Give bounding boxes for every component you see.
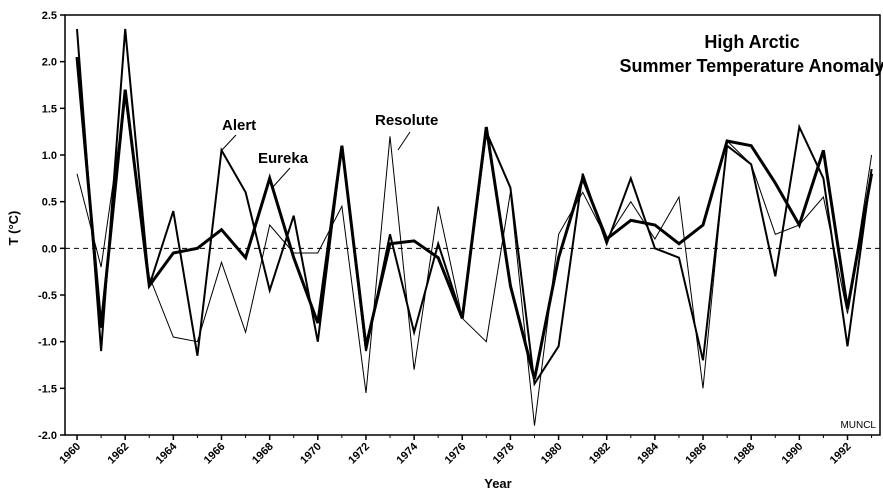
y-tick-label: 1.0 bbox=[42, 150, 57, 162]
x-tick-label: 1980 bbox=[539, 441, 565, 467]
y-tick-label: -1.5 bbox=[38, 383, 57, 395]
y-tick-label: -1.0 bbox=[38, 337, 57, 349]
x-tick-label: 1964 bbox=[154, 440, 180, 466]
chart-title: Summer Temperature Anomaly bbox=[619, 56, 883, 76]
y-axis-label: T (°C) bbox=[6, 211, 21, 246]
y-tick-label: 1.5 bbox=[42, 103, 57, 115]
label-pointer bbox=[271, 167, 291, 189]
x-tick-label: 1960 bbox=[57, 441, 83, 467]
x-tick-label: 1972 bbox=[346, 441, 372, 467]
x-tick-label: 1984 bbox=[635, 440, 661, 466]
annotation: MUNCL bbox=[840, 420, 876, 431]
label-pointer bbox=[397, 131, 411, 151]
series-label: Alert bbox=[222, 117, 256, 134]
x-tick-label: 1968 bbox=[250, 441, 276, 467]
x-tick-label: 1978 bbox=[491, 441, 517, 467]
y-tick-label: -2.0 bbox=[38, 430, 57, 442]
x-tick-label: 1966 bbox=[202, 441, 228, 467]
y-tick-label: -0.5 bbox=[38, 290, 57, 302]
plot-frame bbox=[64, 14, 881, 436]
x-tick-label: 1974 bbox=[394, 440, 420, 466]
x-tick-label: 1970 bbox=[298, 441, 324, 467]
series-line bbox=[75, 56, 874, 380]
x-tick-label: 1962 bbox=[106, 441, 132, 467]
label-pointer bbox=[221, 134, 237, 151]
x-tick-label: 1990 bbox=[780, 441, 806, 467]
x-axis-label: Year bbox=[484, 476, 511, 491]
x-tick-label: 1976 bbox=[443, 441, 469, 467]
x-tick-label: 1988 bbox=[732, 441, 758, 467]
chart-title: High Arctic bbox=[704, 32, 799, 52]
series-label: Resolute bbox=[375, 112, 438, 129]
x-tick-label: 1992 bbox=[828, 441, 854, 467]
y-tick-label: 2.0 bbox=[42, 57, 57, 69]
x-tick-label: 1982 bbox=[587, 441, 613, 467]
series-label: Eureka bbox=[258, 150, 309, 167]
y-tick-label: 2.5 bbox=[42, 10, 57, 22]
y-tick-label: 0.5 bbox=[42, 197, 57, 209]
x-tick-label: 1986 bbox=[683, 441, 709, 467]
y-tick-label: 0.0 bbox=[42, 243, 57, 255]
series-line bbox=[76, 98, 873, 426]
